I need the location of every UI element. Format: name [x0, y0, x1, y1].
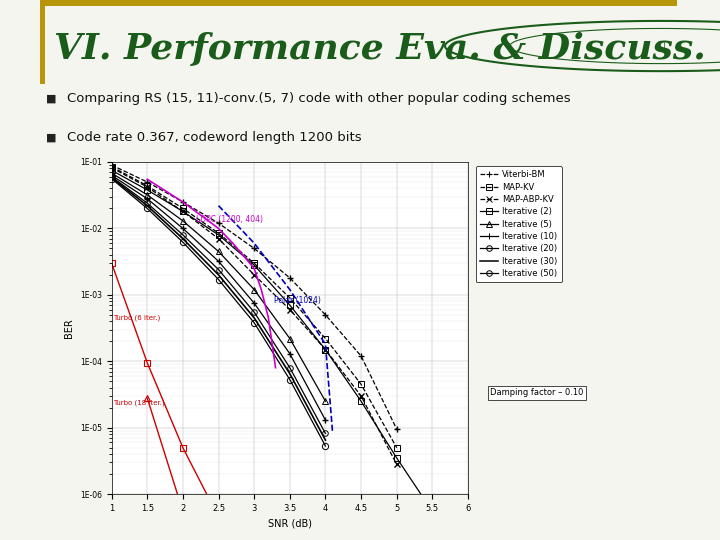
- Text: Code rate 0.367, codeword length 1200 bits: Code rate 0.367, codeword length 1200 bi…: [67, 131, 361, 144]
- X-axis label: SNR (dB): SNR (dB): [268, 518, 312, 528]
- Text: ■: ■: [46, 133, 57, 143]
- Text: ■: ■: [46, 93, 57, 104]
- Text: Turbo (18 iter.): Turbo (18 iter.): [113, 400, 165, 407]
- Text: Polar (1024): Polar (1024): [274, 296, 321, 305]
- Text: Damping factor – 0.10: Damping factor – 0.10: [490, 388, 583, 397]
- Text: Comparing RS (15, 11)-conv.(5, 7) code with other popular coding schemes: Comparing RS (15, 11)-conv.(5, 7) code w…: [67, 92, 570, 105]
- Bar: [40, 0, 677, 6]
- Text: ⛪: ⛪: [657, 39, 665, 52]
- Y-axis label: BER: BER: [64, 318, 74, 338]
- Bar: [40, 0, 45, 84]
- Text: VI. Performance Eva. & Discuss.: VI. Performance Eva. & Discuss.: [54, 31, 706, 65]
- Text: LDPC (1200, 404): LDPC (1200, 404): [196, 215, 263, 224]
- Legend: Viterbi-BM, MAP-KV, MAP-ABP-KV, Iterative (2), Iterative (5), Iterative (10), It: Viterbi-BM, MAP-KV, MAP-ABP-KV, Iterativ…: [476, 166, 562, 282]
- Text: Turbo (6 iter.): Turbo (6 iter.): [113, 315, 161, 321]
